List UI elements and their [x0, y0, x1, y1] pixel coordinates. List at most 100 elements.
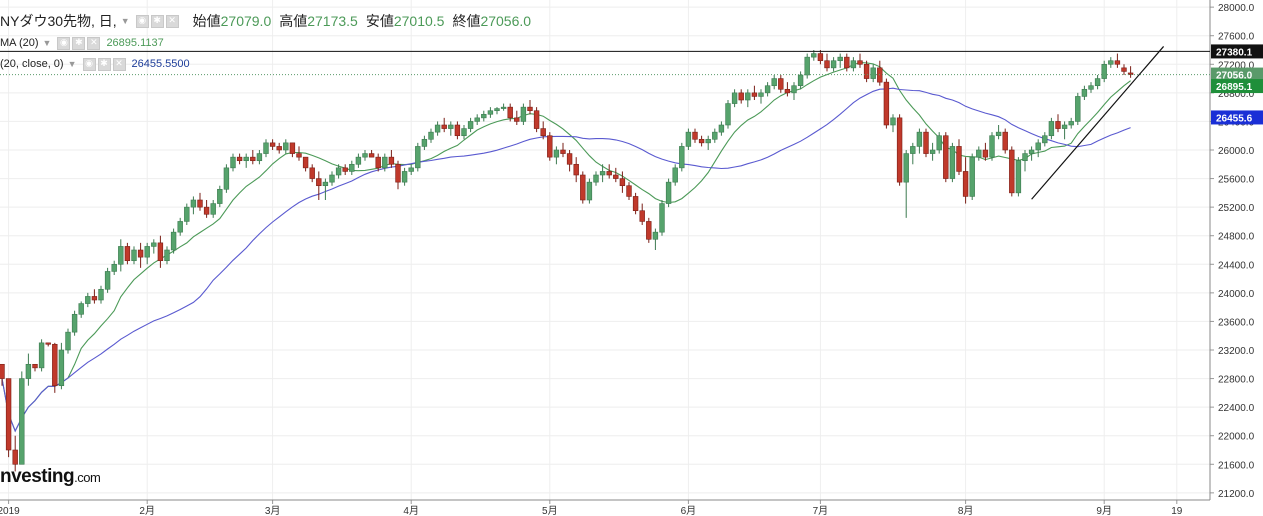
- candle[interactable]: [25, 363, 32, 379]
- candle[interactable]: [514, 117, 520, 122]
- candle[interactable]: [289, 142, 296, 154]
- candle[interactable]: [883, 81, 890, 126]
- candle[interactable]: [698, 138, 705, 144]
- candle[interactable]: [164, 249, 170, 262]
- candle[interactable]: [256, 153, 263, 162]
- candle[interactable]: [811, 53, 817, 58]
- candle[interactable]: [665, 181, 672, 204]
- candle[interactable]: [804, 56, 810, 76]
- candle[interactable]: [764, 85, 771, 94]
- candle[interactable]: [863, 63, 870, 79]
- candle[interactable]: [632, 196, 639, 212]
- candle[interactable]: [606, 171, 612, 176]
- candle[interactable]: [481, 113, 487, 119]
- candle[interactable]: [837, 56, 843, 62]
- candle[interactable]: [494, 108, 500, 112]
- candle[interactable]: [969, 156, 975, 197]
- candle[interactable]: [1094, 78, 1101, 87]
- candle[interactable]: [500, 106, 507, 109]
- candle[interactable]: [217, 188, 223, 204]
- candle[interactable]: [276, 146, 282, 151]
- candle[interactable]: [1081, 88, 1088, 97]
- candle[interactable]: [230, 156, 236, 169]
- candle[interactable]: [685, 131, 692, 147]
- candle[interactable]: [791, 85, 797, 94]
- candle[interactable]: [890, 117, 896, 126]
- candle[interactable]: [236, 156, 243, 162]
- candle[interactable]: [679, 146, 685, 169]
- candle[interactable]: [375, 156, 381, 169]
- candle[interactable]: [626, 185, 632, 197]
- candle[interactable]: [817, 53, 824, 62]
- candle[interactable]: [646, 221, 652, 240]
- candle[interactable]: [1048, 121, 1055, 137]
- candle[interactable]: [32, 363, 38, 369]
- candle[interactable]: [784, 88, 791, 94]
- candle[interactable]: [124, 246, 131, 262]
- candle[interactable]: [355, 156, 362, 165]
- candle[interactable]: [870, 67, 876, 79]
- candle[interactable]: [758, 92, 764, 97]
- eye-icon[interactable]: ◉: [82, 57, 96, 71]
- candle[interactable]: [573, 163, 579, 176]
- close-icon[interactable]: ✕: [112, 57, 126, 71]
- candle[interactable]: [441, 124, 447, 129]
- candle[interactable]: [170, 231, 177, 251]
- candle[interactable]: [725, 103, 731, 126]
- candle[interactable]: [1055, 121, 1061, 129]
- candle[interactable]: [1042, 135, 1048, 144]
- candle[interactable]: [824, 60, 830, 69]
- candle[interactable]: [329, 174, 335, 183]
- candle[interactable]: [98, 288, 104, 301]
- candle[interactable]: [388, 156, 395, 165]
- candle[interactable]: [137, 249, 144, 258]
- candle[interactable]: [65, 331, 71, 351]
- candle[interactable]: [45, 342, 51, 345]
- candle[interactable]: [474, 117, 480, 122]
- candle[interactable]: [943, 135, 949, 179]
- candle[interactable]: [1101, 63, 1107, 79]
- candle[interactable]: [190, 199, 197, 208]
- candle[interactable]: [738, 92, 744, 101]
- candle[interactable]: [78, 303, 84, 315]
- candle[interactable]: [0, 363, 5, 379]
- candle[interactable]: [38, 342, 45, 369]
- candle[interactable]: [144, 246, 150, 258]
- candle[interactable]: [923, 131, 929, 154]
- candle[interactable]: [5, 378, 12, 451]
- candle[interactable]: [586, 181, 593, 201]
- chevron-down-icon[interactable]: ▼: [120, 16, 130, 26]
- candle[interactable]: [936, 135, 942, 151]
- candle[interactable]: [91, 296, 98, 301]
- candle[interactable]: [527, 106, 533, 112]
- candle[interactable]: [982, 149, 989, 158]
- candle[interactable]: [1075, 96, 1081, 122]
- candle[interactable]: [1035, 142, 1041, 151]
- candle[interactable]: [1028, 149, 1035, 154]
- candle[interactable]: [428, 131, 434, 140]
- candle[interactable]: [659, 203, 665, 233]
- candle[interactable]: [210, 203, 216, 215]
- candle[interactable]: [956, 146, 962, 172]
- candle[interactable]: [639, 210, 645, 222]
- candle[interactable]: [12, 449, 18, 465]
- candle[interactable]: [580, 174, 586, 201]
- chevron-down-icon[interactable]: ▼: [67, 59, 77, 69]
- candle[interactable]: [283, 142, 289, 151]
- candle[interactable]: [467, 121, 474, 129]
- candle[interactable]: [151, 242, 157, 247]
- candle[interactable]: [540, 128, 546, 137]
- candle[interactable]: [19, 378, 25, 465]
- candle[interactable]: [487, 110, 494, 115]
- candle[interactable]: [705, 138, 711, 144]
- candle[interactable]: [533, 110, 540, 129]
- candle[interactable]: [910, 146, 916, 154]
- candle[interactable]: [421, 138, 428, 147]
- candle[interactable]: [593, 174, 599, 183]
- candle[interactable]: [712, 131, 718, 140]
- candle[interactable]: [916, 131, 923, 147]
- candle[interactable]: [844, 56, 850, 69]
- candle[interactable]: [520, 106, 527, 122]
- candle[interactable]: [1114, 60, 1121, 65]
